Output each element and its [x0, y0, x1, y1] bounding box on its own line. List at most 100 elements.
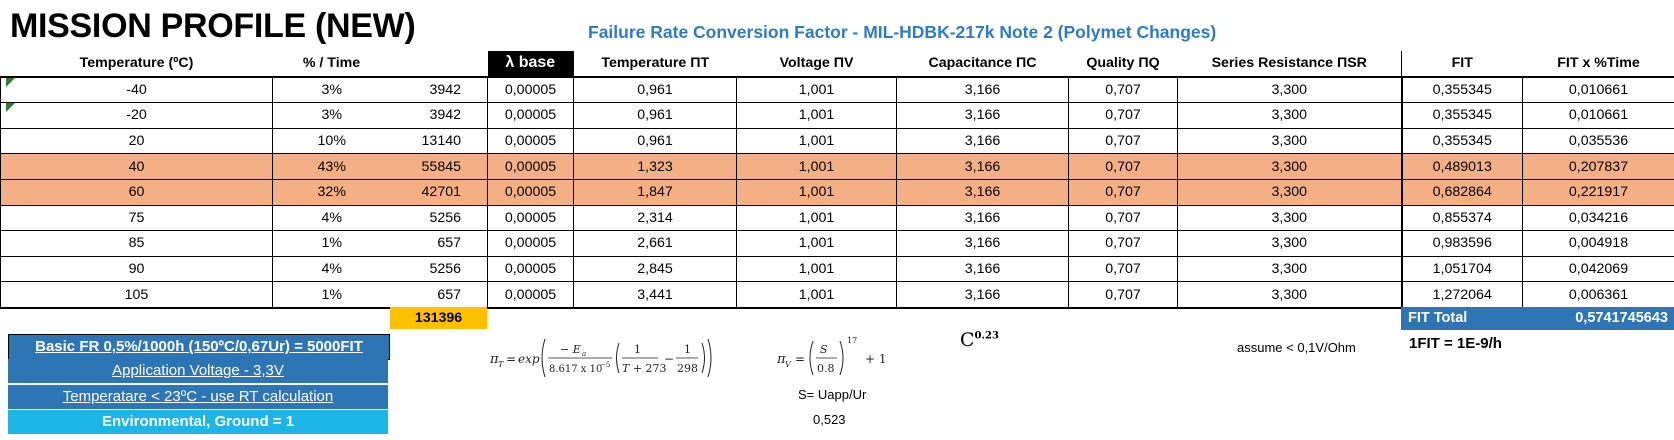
table-row: 90 4% 5256 0,00005 2,845 1,001 3,166 0,707 3,300… — [0, 256, 1674, 283]
cell-pi-v: 1,001 — [736, 205, 897, 232]
s-value: 0,523 — [813, 412, 846, 427]
fit-definition: 1FIT = 1E-9/h — [1409, 335, 1502, 352]
table-row: 75 4% 5256 0,00005 2,314 1,001 3,166 0,707 3,300… — [0, 205, 1674, 232]
cell-pi-sr: 3,300 — [1177, 128, 1402, 155]
s-definition: S= Uapp/Ur — [798, 387, 867, 402]
cell-fit: 1,272064 — [1400, 281, 1523, 309]
cell-lambda-base: 0,00005 — [487, 102, 574, 129]
svg-text:a: a — [582, 350, 586, 358]
cell-fit-pct: 0,221917 — [1522, 179, 1674, 206]
cell-fit: 0,355345 — [1400, 128, 1523, 155]
cell-temperature: 90 — [0, 256, 273, 283]
cell-pi-c: 3,166 — [896, 76, 1069, 104]
cell-pi-v: 1,001 — [736, 153, 897, 180]
note-basic-fr: Basic FR 0,5%/1000h (150ºC/0,67Ur) = 500… — [8, 334, 390, 360]
c-factor-exponent: 0.23 — [974, 330, 999, 342]
svg-text:0.8: 0.8 — [817, 362, 835, 375]
cell-hours: 3942 — [390, 76, 488, 104]
cell-pi-t: 1,323 — [573, 153, 737, 180]
table-row: -40 3% 3942 0,00005 0,961 1,001 3,166 0,707 3,30… — [0, 76, 1674, 104]
note-temperature: Temperatare < 23ºC - use RT calculation — [8, 385, 388, 409]
cell-fit: 0,489013 — [1400, 153, 1523, 180]
cell-fit-pct: 0,006361 — [1522, 281, 1674, 309]
svg-text:T + 273: T + 273 — [622, 362, 667, 375]
cell-pi-c: 3,166 — [896, 205, 1069, 232]
svg-text:− E: − E — [560, 343, 581, 356]
cell-fit: 0,355345 — [1400, 76, 1523, 104]
cell-pi-v: 1,001 — [736, 230, 897, 257]
cell-pi-sr: 3,300 — [1177, 256, 1402, 283]
cell-temperature: 20 — [0, 128, 273, 155]
cell-pi-sr: 3,300 — [1177, 153, 1402, 180]
cell-lambda-base: 0,00005 — [487, 205, 574, 232]
cell-pi-q: 0,707 — [1068, 230, 1178, 257]
svg-text:=: = — [795, 352, 805, 366]
svg-text:17: 17 — [847, 336, 857, 345]
header-fit-pct: FIT x %Time — [1522, 51, 1674, 78]
svg-text:π: π — [489, 352, 499, 367]
svg-text:T: T — [498, 360, 504, 369]
header-pi-c: Capacitance ΠC — [896, 51, 1069, 78]
cell-pi-q: 0,707 — [1068, 76, 1178, 104]
cell-pi-v: 1,001 — [736, 128, 897, 155]
cell-pi-t: 1,847 — [573, 179, 737, 206]
cell-pct-time: 4% — [272, 205, 391, 232]
cell-pi-sr: 3,300 — [1177, 76, 1402, 104]
cell-fit-pct: 0,035536 — [1522, 128, 1674, 155]
cell-pi-c: 3,166 — [896, 179, 1069, 206]
cell-pi-c: 3,166 — [896, 128, 1069, 155]
cell-pi-q: 0,707 — [1068, 256, 1178, 283]
cell-temperature: 60 — [0, 179, 273, 206]
cell-pi-t: 3,441 — [573, 281, 737, 309]
cell-pct-time: 4% — [272, 256, 391, 283]
cell-pi-c: 3,166 — [896, 230, 1069, 257]
header-temperature: Temperature (ºC) — [0, 51, 273, 78]
svg-text:V: V — [785, 360, 792, 369]
cell-fit: 0,855374 — [1400, 205, 1523, 232]
cell-pi-c: 3,166 — [896, 256, 1069, 283]
header-lambda-base: λ base — [487, 51, 574, 78]
cell-fit-pct: 0,034216 — [1522, 205, 1674, 232]
header-fit: FIT — [1401, 51, 1523, 78]
cell-pi-c: 3,166 — [896, 281, 1069, 309]
comment-marker-icon — [6, 103, 15, 112]
cell-pi-c: 3,166 — [896, 153, 1069, 180]
cell-pi-t: 2,845 — [573, 256, 737, 283]
cell-pct-time: 43% — [272, 153, 391, 180]
cell-hours: 657 — [390, 230, 488, 257]
cell-hours: 13140 — [390, 128, 488, 155]
header-pi-sr: Series Resistance ΠSR — [1177, 51, 1402, 78]
svg-text:1: 1 — [684, 343, 691, 356]
header-hours — [390, 51, 488, 78]
cell-hours: 55845 — [390, 153, 488, 180]
cell-pi-t: 0,961 — [573, 102, 737, 129]
cell-fit-pct: 0,010661 — [1522, 102, 1674, 129]
cell-pct-time: 3% — [272, 102, 391, 129]
cell-pi-sr: 3,300 — [1177, 102, 1402, 129]
cell-pi-sr: 3,300 — [1177, 230, 1402, 257]
cell-pi-q: 0,707 — [1068, 102, 1178, 129]
svg-text:−5: −5 — [600, 361, 610, 369]
cell-temperature: 85 — [0, 230, 273, 257]
cell-pct-time: 32% — [272, 179, 391, 206]
cell-temperature: 105 — [0, 281, 273, 309]
cell-fit-pct: 0,042069 — [1522, 256, 1674, 283]
table-row: 20 10% 13140 0,00005 0,961 1,001 3,166 0,707 3,3… — [0, 128, 1674, 155]
cell-pi-q: 0,707 — [1068, 281, 1178, 309]
cell-pi-t: 2,314 — [573, 205, 737, 232]
cell-lambda-base: 0,00005 — [487, 179, 574, 206]
cell-pi-sr: 3,300 — [1177, 281, 1402, 309]
header-pi-t: Temperature ΠT — [573, 51, 737, 78]
svg-text:−: − — [664, 352, 674, 366]
cell-pi-c: 3,166 — [896, 102, 1069, 129]
cell-pct-time: 1% — [272, 281, 391, 309]
cell-hours: 5256 — [390, 205, 488, 232]
header-pi-v: Voltage ΠV — [736, 51, 897, 78]
cell-pi-v: 1,001 — [736, 256, 897, 283]
cell-lambda-base: 0,00005 — [487, 153, 574, 180]
svg-text:298: 298 — [677, 362, 698, 375]
cell-pi-v: 1,001 — [736, 76, 897, 104]
cell-pct-time: 10% — [272, 128, 391, 155]
table-header-row: Temperature (ºC) % / Time λ base Tempera… — [0, 51, 1674, 78]
